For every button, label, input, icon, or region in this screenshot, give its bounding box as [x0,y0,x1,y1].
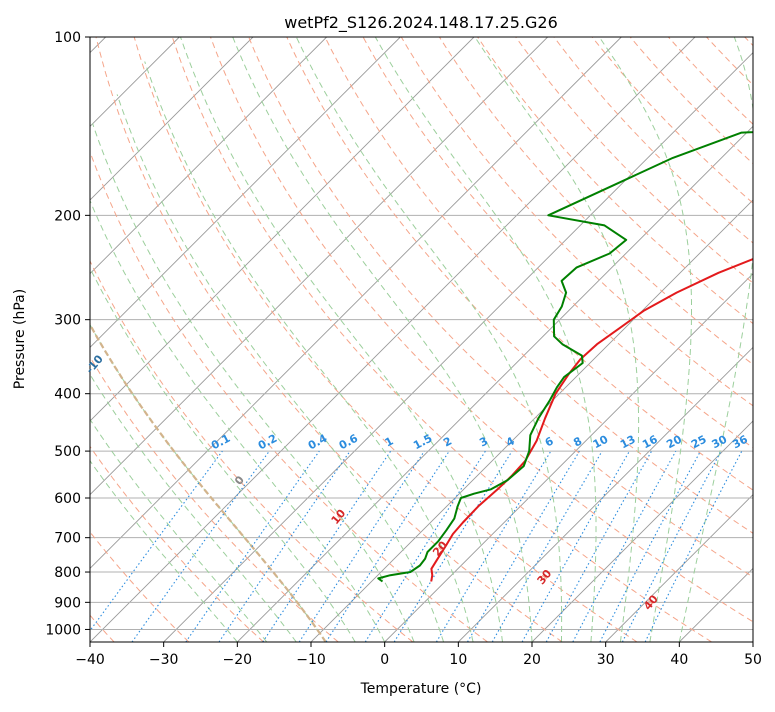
x-axis-title: Temperature (°C) [360,681,482,697]
y-axis-title: Pressure (hPa) [12,289,28,389]
x-tick-label: 0 [380,652,389,668]
x-tick-label: −40 [75,652,105,668]
y-tick-label: 500 [54,444,81,460]
y-tick-label: 900 [54,595,81,611]
x-tick-label: 30 [597,652,615,668]
chart-title: wetPf2_S126.2024.148.17.25.G26 [284,13,558,33]
y-tick-label: 1000 [45,622,81,638]
y-tick-label: 300 [54,313,81,329]
x-tick-label: 20 [523,652,541,668]
y-tick-label: 100 [54,30,81,46]
y-tick-label: 200 [54,208,81,224]
isotherm-line [753,37,775,642]
y-tick-label: 700 [54,531,81,547]
x-tick-label: −10 [296,652,326,668]
y-tick-label: 600 [54,491,81,507]
y-tick-label: 800 [54,565,81,581]
x-tick-label: 10 [449,652,467,668]
x-tick-label: −20 [223,652,253,668]
y-tick-label: 400 [54,387,81,403]
x-tick-label: 40 [670,652,688,668]
x-tick-label: 50 [744,652,762,668]
x-tick-label: −30 [149,652,179,668]
